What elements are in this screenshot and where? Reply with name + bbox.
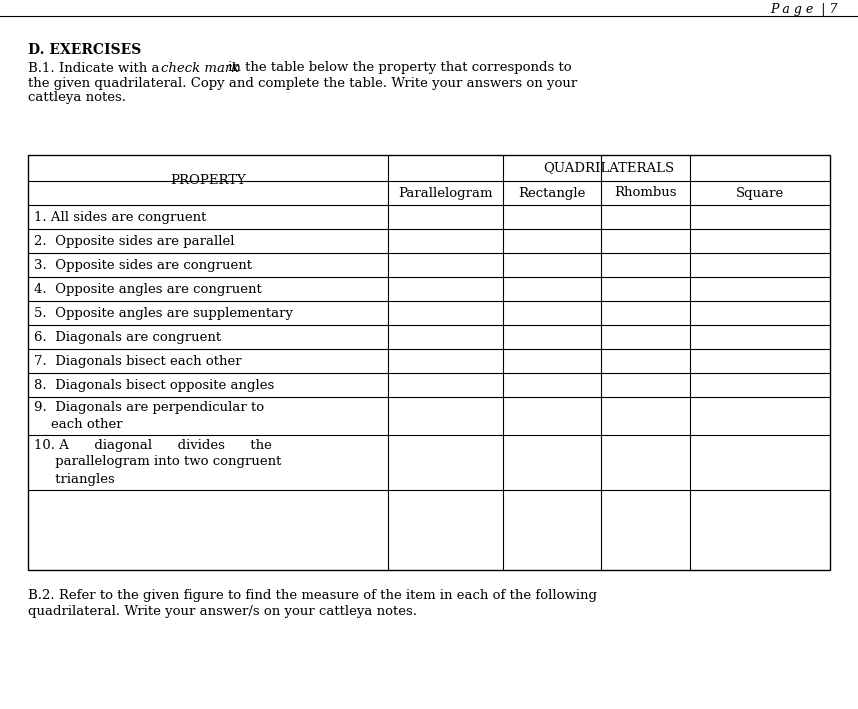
Text: 10. A      diagonal      divides      the: 10. A diagonal divides the [34,438,272,452]
Text: PROPERTY: PROPERTY [170,174,246,186]
Text: check mark: check mark [161,62,239,74]
Text: 6.  Diagonals are congruent: 6. Diagonals are congruent [34,330,221,343]
Text: 9.  Diagonals are perpendicular to: 9. Diagonals are perpendicular to [34,401,264,415]
Text: triangles: triangles [34,472,115,486]
Text: the given quadrilateral. Copy and complete the table. Write your answers on your: the given quadrilateral. Copy and comple… [28,77,577,89]
Bar [28,155,830,570]
Text: Rhombus: Rhombus [614,186,677,199]
Text: 4.  Opposite angles are congruent: 4. Opposite angles are congruent [34,282,262,296]
Text: in the table below the property that corresponds to: in the table below the property that cor… [224,62,571,74]
Text: 8.  Diagonals bisect opposite angles: 8. Diagonals bisect opposite angles [34,379,275,391]
Text: cattleya notes.: cattleya notes. [28,91,126,104]
Text: QUADRILATERALS: QUADRILATERALS [543,162,674,174]
Text: D. EXERCISES: D. EXERCISES [28,43,142,57]
Text: Rectangle: Rectangle [518,186,586,199]
Text: 5.  Opposite angles are supplementary: 5. Opposite angles are supplementary [34,306,293,320]
Text: Square: Square [736,186,784,199]
Text: each other: each other [34,418,123,432]
Text: B.1. Indicate with a: B.1. Indicate with a [28,62,164,74]
Text: B.2. Refer to the given figure to find the measure of the item in each of the fo: B.2. Refer to the given figure to find t… [28,588,597,601]
Text: 3.  Opposite sides are congruent: 3. Opposite sides are congruent [34,259,252,272]
Text: 1. All sides are congruent: 1. All sides are congruent [34,211,207,223]
Text: parallelogram into two congruent: parallelogram into two congruent [34,455,281,469]
Text: P a g e  | 7: P a g e | 7 [770,3,838,16]
Text: 7.  Diagonals bisect each other: 7. Diagonals bisect each other [34,354,242,367]
Text: quadrilateral. Write your answer/s on your cattleya notes.: quadrilateral. Write your answer/s on yo… [28,605,417,618]
Text: Parallelogram: Parallelogram [398,186,492,199]
Text: 2.  Opposite sides are parallel: 2. Opposite sides are parallel [34,235,234,247]
